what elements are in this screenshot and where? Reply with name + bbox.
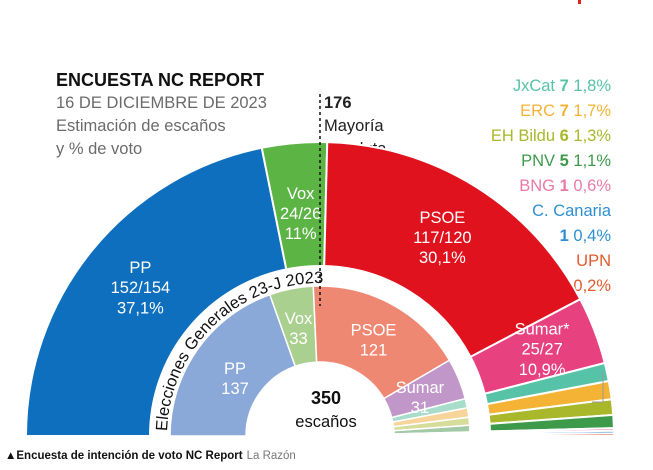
slice-psoe	[323, 141, 582, 359]
legend-item: BNG 1 0,6%	[411, 174, 611, 199]
label-pp-line: 37,1%	[117, 299, 164, 317]
inner-label-psoe: PSOE 121	[351, 322, 397, 360]
legend: JxCat 7 1,8% ERC 7 1,7% EH Bildu 6 1,3% PNV…	[411, 74, 611, 299]
slice-upn	[488, 432, 616, 437]
label-psoe-line: 117/120	[413, 229, 471, 247]
label-sumar-line: 25/27	[521, 341, 562, 359]
legend-party-name: EH Bildu	[490, 127, 556, 145]
inner-label-vox: Vox 33	[285, 310, 313, 348]
legend-percent: 0,4%	[573, 227, 611, 245]
label-psoe: PSOE 117/120 30,1%	[413, 209, 471, 267]
inner-label-pp: PP 137	[221, 360, 249, 398]
legend-item: EH Bildu 6 1,3%	[411, 124, 611, 149]
label-vox-line: 24/26	[280, 205, 321, 223]
label-pp-line: PP	[129, 259, 151, 277]
legend-item: C. Canaria 1 0,4%	[411, 199, 611, 249]
chart-date: 16 DE DICIEMBRE DE 2023	[56, 94, 267, 112]
inner-label-pp-line: 137	[221, 380, 249, 398]
total-unit-line: escaños	[295, 413, 356, 431]
chart-title: ENCUESTA NC REPORT	[56, 70, 265, 90]
legend-percent: 0,2%	[573, 277, 611, 295]
inner-label-pp-line: PP	[224, 360, 246, 378]
inner-label-vox-line: 33	[289, 330, 307, 348]
legend-party-name: ERC	[520, 102, 556, 120]
total-seats-line: 350	[311, 388, 341, 408]
label-vox-line: Vox	[287, 185, 315, 203]
legend-item: ERC 7 1,7%	[411, 99, 611, 124]
legend-percent: 1,8%	[573, 77, 611, 95]
majority-line1: Mayoría	[324, 117, 384, 135]
legend-party-name: UPN	[576, 252, 611, 270]
legend-party-name: BNG	[519, 177, 556, 195]
legend-seats: 6	[559, 127, 569, 145]
label-pp-line: 152/154	[111, 279, 171, 297]
inner-label-sumar: Sumar 31	[396, 379, 445, 417]
small-parties-bracket	[592, 372, 604, 403]
legend-percent: 1,1%	[573, 152, 611, 170]
slice-upn	[393, 433, 471, 437]
label-psoe-line: PSOE	[419, 209, 465, 227]
legend-percent: 0,6%	[573, 177, 611, 195]
inner-label-sumar-line: Sumar	[396, 379, 445, 397]
chart-subtitle-line1: Estimación de escaños	[56, 117, 226, 135]
legend-item: JxCat 7 1,8%	[411, 74, 611, 99]
slice-pp	[169, 293, 297, 437]
label-vox: Vox 24/26 11%	[280, 185, 321, 243]
label-sumar-line: Sumar*	[515, 320, 571, 338]
slice-pp	[24, 146, 288, 437]
legend-seats: 5	[559, 152, 569, 170]
chart-subtitle-line2: y % de voto	[56, 140, 143, 158]
legend-party-name: C. Canaria	[532, 202, 611, 220]
label-sumar: Sumar* 25/27 10,9%	[515, 320, 571, 378]
legend-seats: 1	[559, 227, 569, 245]
footer: ▲Encuesta de intención de voto NC Report…	[5, 450, 296, 462]
legend-party-name: PNV	[521, 152, 556, 170]
footer-caption: Encuesta de intención de voto NC Report	[16, 450, 243, 462]
legend-percent: 1,7%	[573, 102, 611, 120]
inner-label-psoe-line: PSOE	[351, 322, 397, 340]
label-pp: PP 152/154 37,1%	[111, 259, 171, 317]
total-unit: escaños	[295, 413, 356, 431]
label-psoe-line: 30,1%	[419, 249, 466, 267]
legend-party-name: JxCat	[512, 77, 556, 95]
inner-label-psoe-line: 121	[360, 342, 388, 360]
label-sumar-line: 10,9%	[519, 361, 566, 379]
legend-seats: 7	[559, 77, 569, 95]
majority-seats: 176	[324, 94, 352, 112]
footer-source: La Razón	[246, 450, 296, 462]
corner-mark	[578, 0, 581, 4]
label-vox-line: 11%	[285, 225, 317, 243]
legend-seats: 7	[559, 102, 569, 120]
footer-triangle-icon: ▲	[5, 450, 17, 462]
legend-seats: 1	[559, 177, 569, 195]
legend-percent: 1,3%	[573, 127, 611, 145]
total-seats: 350	[311, 388, 341, 408]
legend-item: PNV 5 1,1%	[411, 149, 611, 174]
inner-label-sumar-line: 31	[411, 399, 429, 417]
inner-label-vox-line: Vox	[285, 310, 313, 328]
